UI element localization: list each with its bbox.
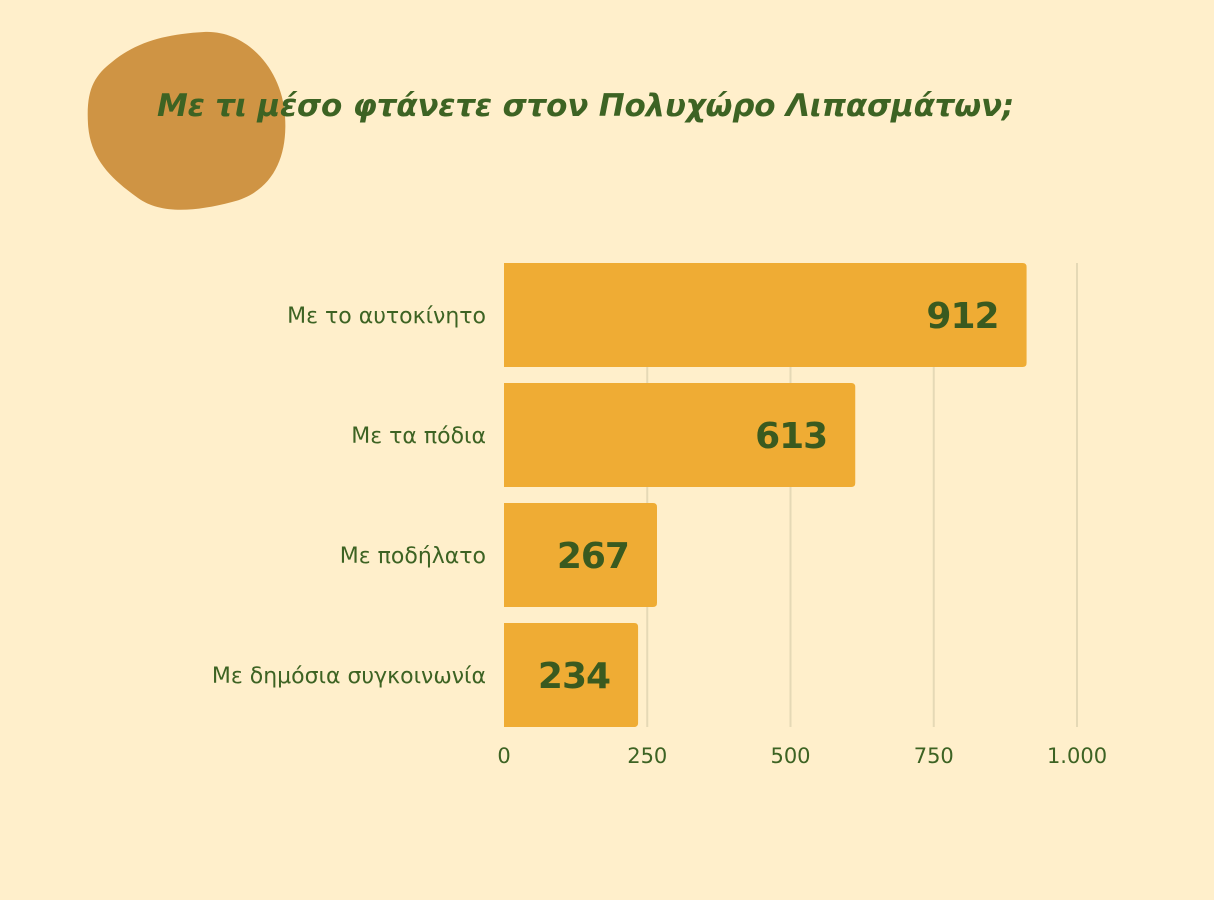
category-label: Με δημόσια συγκοινωνία [212, 664, 486, 689]
blob-shape [87, 31, 286, 210]
category-label: Με το αυτοκίνητο [287, 304, 486, 329]
category-label: Με ποδήλατο [340, 544, 486, 569]
chart-title: Με τι μέσο φτάνετε στον Πολυχώρο Λιπασμά… [157, 88, 1015, 124]
decorative-blob [87, 31, 286, 210]
bar [504, 503, 657, 607]
category-label: Με τα πόδια [351, 424, 486, 449]
value-label: 613 [755, 416, 827, 457]
bar [504, 263, 1027, 367]
bars [504, 263, 1027, 727]
x-tick-label: 250 [627, 744, 667, 768]
value-label: 267 [557, 536, 629, 577]
value-label: 912 [926, 296, 998, 337]
x-tick-label: 1.000 [1047, 744, 1107, 768]
x-tick-label: 0 [497, 744, 510, 768]
bar [504, 623, 639, 727]
value-label: 234 [538, 656, 610, 697]
x-axis-ticks: 0 250 500 750 1.000 [497, 744, 1107, 768]
x-tick-label: 500 [770, 744, 810, 768]
category-labels: Με το αυτοκίνητο Με τα πόδια Με ποδήλατο Με… [212, 304, 486, 689]
value-labels: 912 613 267 234 [538, 296, 1000, 697]
x-tick-label: 750 [914, 744, 954, 768]
bar [504, 383, 856, 487]
